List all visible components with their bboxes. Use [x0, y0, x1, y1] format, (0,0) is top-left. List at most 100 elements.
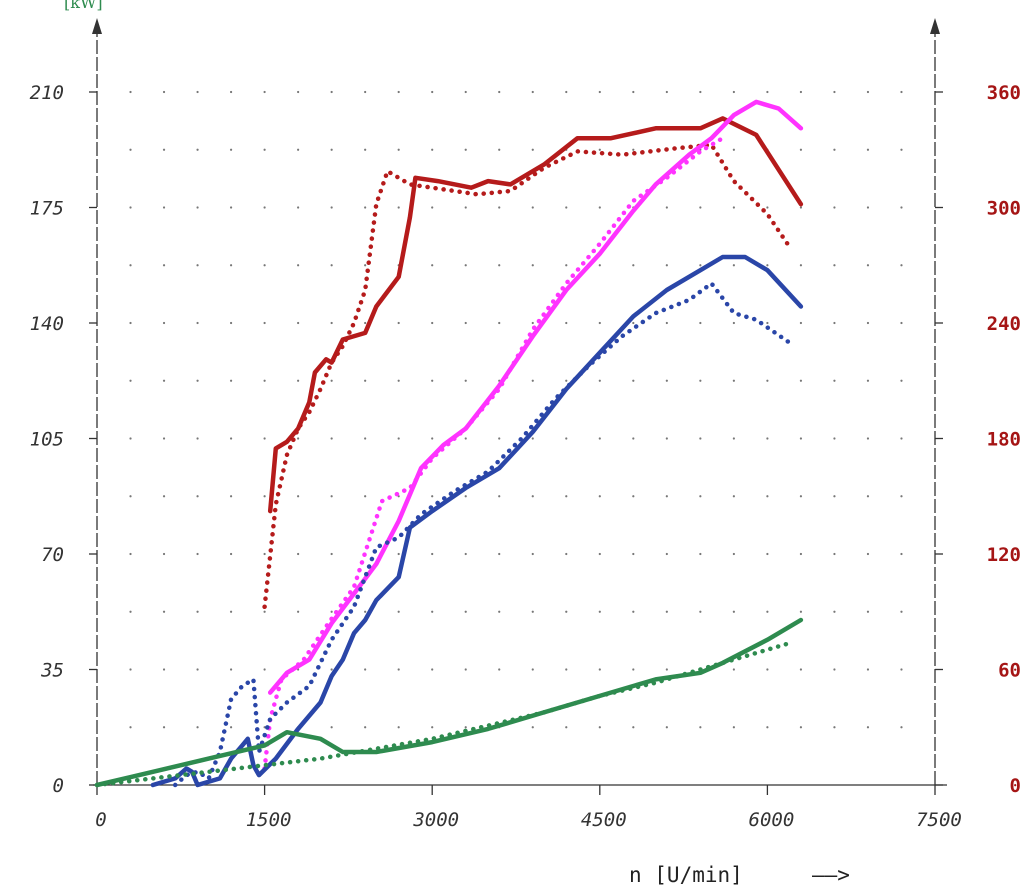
grid-dot [598, 437, 601, 440]
grid-dot [732, 379, 735, 382]
grid-dot [632, 379, 635, 382]
grid-dot [632, 610, 635, 613]
grid-dot [330, 552, 333, 556]
left-tick-label: 140 [30, 313, 64, 335]
series-line-magenta-solid [267, 99, 804, 695]
grid-dot [766, 552, 769, 556]
grid-dot [900, 495, 903, 498]
grid-dot [799, 495, 803, 498]
grid-dot [431, 726, 434, 729]
left-axis-unit-label: [kW] [64, 0, 103, 12]
grid-dot [229, 379, 233, 382]
grid-dot [833, 610, 836, 613]
grid-dot [229, 264, 233, 267]
grid-dot [364, 90, 367, 94]
grid-dot [464, 264, 467, 267]
series-line-blue-solid [150, 254, 804, 788]
grid-dot [565, 321, 568, 325]
grid-dot [431, 552, 434, 556]
left-tick-label: 0 [53, 775, 64, 797]
grid-dot [598, 726, 601, 729]
grid-dot [162, 206, 166, 209]
grid-dot [330, 148, 333, 151]
series-line-magenta-dotted [262, 135, 725, 771]
grid-dot [229, 90, 233, 94]
grid-dot [833, 668, 836, 671]
grid-dot [833, 90, 836, 94]
grid-dot [464, 552, 467, 556]
grid-dot [196, 379, 199, 382]
grid-dot [263, 321, 266, 325]
grid-dot [900, 610, 903, 613]
grid-dot [229, 206, 233, 209]
grid-dot [598, 668, 601, 671]
grid-dot [531, 437, 534, 440]
grid-dot [766, 726, 769, 729]
grid-dot [799, 90, 803, 94]
grid-dot [431, 90, 434, 94]
grid-dot [598, 148, 601, 151]
right-tick-label: 120 [987, 544, 1021, 566]
grid-dot [498, 206, 501, 209]
grid-dot [330, 90, 333, 94]
grid-dot [263, 552, 266, 556]
grid-dot [129, 321, 132, 325]
grid-dot [330, 726, 333, 729]
grid-dot [866, 321, 870, 325]
grid-dot [330, 206, 333, 209]
grid-dot [229, 495, 233, 498]
grid-dot [632, 668, 635, 671]
grid-dot [330, 495, 333, 498]
grid-dot [699, 379, 702, 382]
grid-dot [900, 148, 903, 151]
grid-dot [632, 148, 635, 151]
grid-dot [766, 437, 769, 440]
grid-dot [732, 495, 735, 498]
grid-dot [162, 321, 166, 325]
grid-dot [866, 148, 870, 151]
grid-dot [632, 495, 635, 498]
grid-dot [632, 264, 635, 267]
x-tick-label: 1500 [246, 809, 292, 831]
grid-dot [162, 148, 166, 151]
grid-dot [129, 148, 132, 151]
grid-dot [196, 726, 199, 729]
grid-dot [229, 321, 233, 325]
grid-dot [364, 668, 367, 671]
axes [89, 18, 947, 795]
grid-dot [598, 610, 601, 613]
left-tick-label: 210 [30, 82, 64, 104]
grid-dot [330, 437, 333, 440]
grid-dot [263, 206, 266, 209]
grid-dot [565, 726, 568, 729]
grid-dot [263, 610, 266, 613]
grid-dot [531, 379, 534, 382]
grid-dot [699, 90, 702, 94]
grid-dot [364, 264, 367, 267]
grid-dot [799, 610, 803, 613]
grid-dot [229, 552, 233, 556]
grid-dot [431, 610, 434, 613]
grid-dot [866, 726, 870, 729]
grid-dot [397, 437, 400, 440]
grid-dot [498, 495, 501, 498]
grid-dot [665, 495, 668, 498]
grid-dot [665, 610, 668, 613]
grid-dot [129, 552, 132, 556]
grid-dot [833, 321, 836, 325]
series-lines [94, 99, 804, 788]
grid-dot [799, 321, 803, 325]
grid-dot [229, 668, 233, 671]
grid-dot [464, 379, 467, 382]
x-tick-label: 7500 [916, 809, 962, 831]
grid-dot [665, 726, 668, 729]
grid-dot [196, 148, 199, 151]
grid-dot [632, 321, 635, 325]
grid-dot [699, 726, 702, 729]
grid-dot [464, 668, 467, 671]
x-tick-label: 0 [95, 809, 106, 831]
grid-dot [833, 726, 836, 729]
grid-dot [799, 668, 803, 671]
grid-dot [498, 610, 501, 613]
x-tick-label: 4500 [581, 809, 627, 831]
